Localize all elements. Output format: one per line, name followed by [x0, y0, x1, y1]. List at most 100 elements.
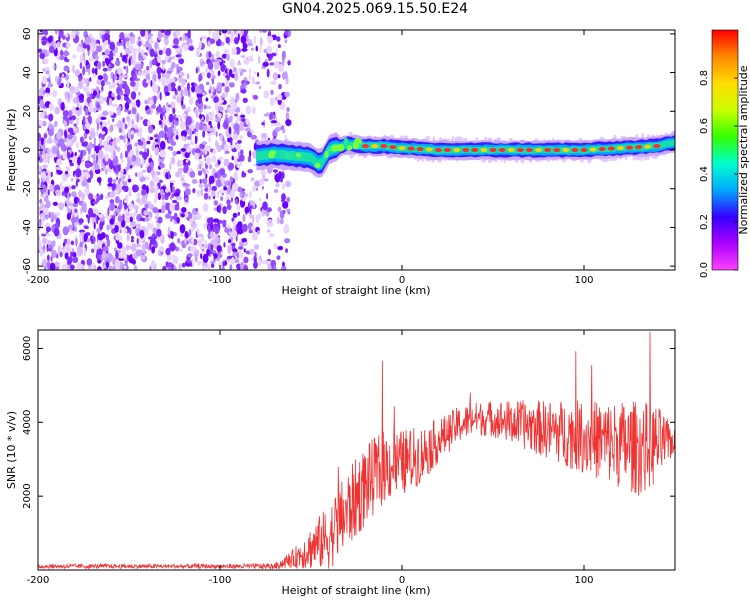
spectrogram-speckle — [125, 87, 131, 95]
spectrogram-speckle — [218, 70, 221, 76]
spectrogram-speckle — [241, 35, 247, 44]
spectrogram-speckle — [192, 179, 198, 184]
spectrogram-speckle — [91, 238, 94, 244]
spectrogram-ridge-peak — [371, 144, 378, 148]
spectrogram-speckle — [263, 178, 268, 181]
spectrogram-speckle — [47, 93, 49, 98]
spectrogram-speckle — [116, 167, 119, 175]
spectrogram-speckle — [122, 169, 124, 174]
spectrogram-speckle — [105, 49, 110, 56]
spectrogram-speckle — [124, 265, 127, 269]
spectrogram-speckle — [95, 67, 98, 75]
spectrogram-speckle — [232, 252, 236, 256]
spectrogram-speckle — [72, 54, 76, 58]
spectrogram-speckle — [223, 121, 228, 129]
spectrogram-speckle — [179, 174, 185, 177]
spectrogram-speckle — [40, 172, 46, 179]
spectrogram-speckle — [77, 246, 81, 253]
spectrogram-speckle — [210, 39, 215, 45]
spectrogram-speckle — [119, 128, 122, 133]
spectrogram-speckle — [88, 266, 93, 269]
spectrogram-speckle — [198, 183, 203, 187]
spectrogram-speckle — [94, 245, 99, 250]
spectrogram-speckle — [41, 216, 44, 225]
spectrogram-speckle — [82, 66, 85, 75]
spectrogram-speckle — [174, 120, 179, 125]
spectrogram-speckle — [115, 233, 119, 241]
snr-x-label: Height of straight line (km) — [281, 584, 430, 597]
spectrogram-speckle — [76, 180, 78, 187]
spectrogram-speckle — [120, 53, 122, 58]
spectrogram-speckle — [170, 244, 173, 251]
spectrogram-speckle — [93, 153, 96, 160]
spectrogram-y-tick-label: 0 — [22, 147, 33, 153]
spectrogram-speckle — [107, 224, 110, 230]
spectrogram-speckle — [251, 135, 257, 140]
spectrogram-speckle — [121, 41, 124, 45]
spectrogram-speckle — [171, 231, 174, 239]
spectrogram-speckle — [249, 73, 251, 80]
spectrogram-speckle — [208, 136, 211, 142]
spectrogram-speckle — [51, 250, 57, 258]
spectrogram-speckle — [158, 223, 161, 228]
spectrogram-speckle — [147, 79, 149, 83]
spectrogram-speckle — [259, 260, 262, 267]
spectrogram-speckle — [110, 199, 115, 203]
snr-y-tick-label: 4000 — [22, 410, 33, 435]
spectrogram-speckle — [101, 86, 103, 92]
spectrogram-speckle — [241, 238, 247, 242]
spectrogram-speckle — [249, 68, 251, 73]
spectrogram-speckle — [119, 200, 122, 205]
spectrogram-speckle — [431, 159, 435, 162]
spectrogram-speckle — [120, 153, 123, 160]
spectrogram-speckle — [116, 177, 118, 180]
spectrogram-speckle — [106, 144, 112, 152]
spectrogram-speckle — [274, 189, 278, 193]
spectrogram-speckle — [202, 178, 208, 184]
spectrogram-speckle — [176, 217, 179, 224]
spectrogram-speckle — [217, 245, 221, 251]
spectrogram-speckle — [231, 230, 237, 238]
spectrogram-speckle — [145, 40, 149, 47]
spectrogram-speckle — [172, 108, 175, 114]
spectrogram-speckle — [190, 246, 196, 252]
spectrogram-speckle — [48, 181, 51, 184]
spectrogram-speckle — [159, 50, 163, 55]
spectrogram-speckle — [158, 217, 163, 224]
spectrogram-speckle — [245, 207, 250, 214]
spectrogram-speckle — [172, 151, 177, 156]
snr-y-label: SNR (10 * v/v) — [5, 411, 18, 489]
spectrogram-speckle — [481, 160, 486, 163]
spectrogram-speckle — [134, 205, 139, 209]
spectrogram-speckle — [87, 258, 93, 266]
spectrogram-speckle — [150, 187, 155, 193]
spectrogram-speckle — [237, 205, 241, 211]
spectrogram-speckle — [63, 110, 69, 117]
spectrogram-speckle — [278, 171, 281, 179]
spectrogram-speckle — [131, 91, 136, 99]
spectrogram-speckle — [230, 176, 233, 182]
spectrogram-speckle — [127, 162, 131, 167]
spectrogram-speckle — [227, 204, 232, 210]
spectrogram-speckle — [242, 224, 248, 232]
spectrogram-speckle — [81, 192, 85, 200]
spectrogram-speckle — [177, 48, 181, 53]
spectrogram-speckle — [241, 118, 245, 122]
spectrogram-speckle — [165, 188, 169, 193]
spectrogram-speckle — [277, 246, 283, 250]
spectrogram-speckle — [122, 118, 125, 123]
spectrogram-speckle — [190, 142, 196, 145]
spectrogram-speckle — [246, 106, 252, 114]
spectrogram-speckle — [58, 247, 61, 253]
spectrogram-speckle — [90, 131, 93, 140]
spectrogram-speckle — [74, 222, 77, 228]
spectrogram-speckle — [250, 200, 253, 206]
spectrogram-speckle — [70, 91, 73, 99]
spectrogram-speckle — [113, 104, 118, 107]
spectrogram-speckle — [166, 102, 169, 106]
spectrogram-speckle — [202, 92, 206, 95]
spectrogram-speckle — [136, 99, 141, 106]
spectrogram-speckle — [197, 165, 199, 172]
spectrogram-speckle — [278, 44, 281, 48]
spectrogram-speckle — [201, 236, 205, 242]
